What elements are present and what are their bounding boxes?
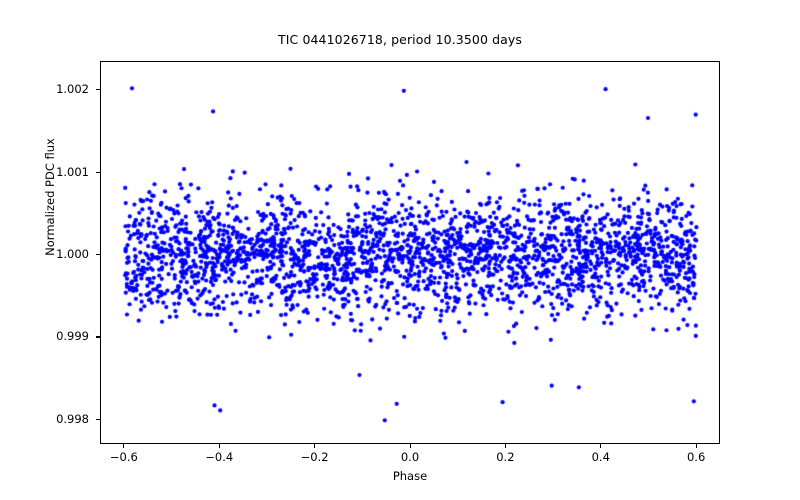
x-axis-label: Phase <box>392 469 428 483</box>
ytick-label-y1: 0.999 <box>56 329 89 344</box>
xtick-mark-x1 <box>218 444 220 448</box>
scatter-plot-area <box>101 62 721 445</box>
xtick-mark-x5 <box>600 444 602 448</box>
xtick-label-x4: 0.2 <box>496 450 515 464</box>
xtick-mark-x2 <box>314 444 316 448</box>
xtick-label-x1: −0.4 <box>205 450 234 464</box>
xtick-label-x0: −0.6 <box>109 450 138 464</box>
ytick-mark-y1 <box>96 336 100 338</box>
ytick-mark-y2 <box>96 254 100 256</box>
ytick-label-y4: 1.002 <box>56 82 89 97</box>
xtick-label-x5: 0.4 <box>591 450 610 464</box>
xtick-mark-x0 <box>123 444 125 448</box>
ytick-mark-y4 <box>96 89 100 91</box>
xtick-label-x3: 0.0 <box>400 450 420 464</box>
y-axis-label: Normalized PDC flux <box>43 138 57 256</box>
plot-axes-frame <box>100 61 721 445</box>
xtick-mark-x6 <box>695 444 697 448</box>
xtick-mark-x4 <box>504 444 506 448</box>
xtick-label-x6: 0.6 <box>686 450 706 464</box>
ytick-mark-y0 <box>96 418 100 420</box>
xtick-mark-x3 <box>409 444 411 448</box>
ytick-label-y2: 1.000 <box>56 247 89 262</box>
xtick-label-x2: −0.2 <box>300 450 329 464</box>
ytick-label-y3: 1.001 <box>56 164 89 179</box>
ytick-label-y0: 0.998 <box>56 411 89 426</box>
ytick-mark-y3 <box>96 171 100 173</box>
page-title: TIC 0441026718, period 10.3500 days <box>278 32 522 47</box>
